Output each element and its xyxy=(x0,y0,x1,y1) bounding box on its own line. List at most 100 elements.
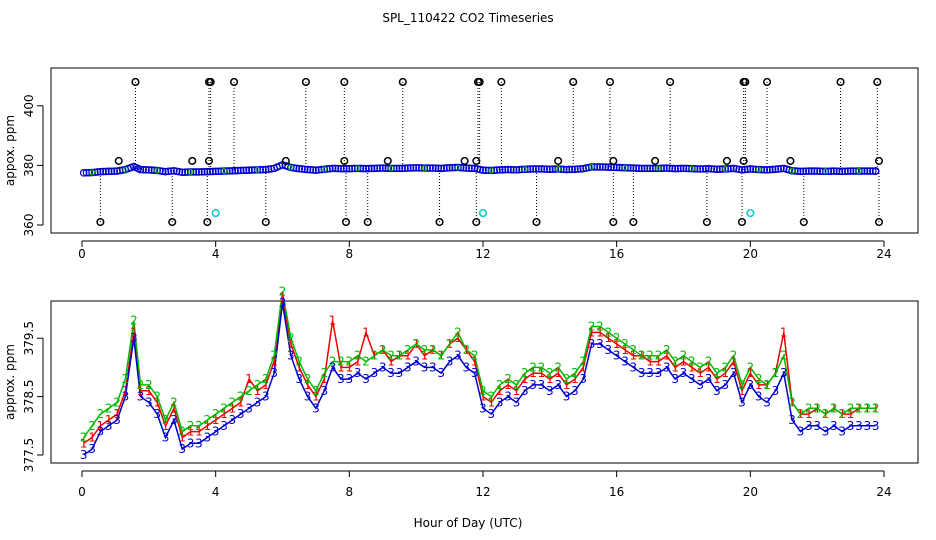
data-point xyxy=(777,164,785,173)
data-point xyxy=(473,165,482,173)
series-3-marker: 3 xyxy=(805,419,813,433)
series-2-marker: 2 xyxy=(863,401,871,415)
series-3-marker: 3 xyxy=(813,419,821,433)
series-2-marker: 2 xyxy=(872,401,880,415)
data-point xyxy=(186,168,195,176)
series-2-marker: 2 xyxy=(195,419,203,433)
data-point-green xyxy=(154,167,161,174)
series-1-marker: 1 xyxy=(137,384,145,398)
series-1-marker: 1 xyxy=(329,314,337,328)
series-3-marker: 3 xyxy=(538,378,546,392)
series-1-marker: 1 xyxy=(838,407,846,421)
data-point xyxy=(551,165,560,173)
series-3-marker: 3 xyxy=(830,419,838,433)
series-1-marker: 1 xyxy=(122,384,130,398)
data-point xyxy=(852,167,860,175)
series-2-marker: 2 xyxy=(571,366,579,380)
data-point-green xyxy=(722,165,729,172)
data-point xyxy=(763,166,771,174)
outlier-point xyxy=(836,77,845,87)
data-point xyxy=(161,167,170,176)
data-point xyxy=(376,164,384,172)
series-1-marker: 1 xyxy=(721,366,729,380)
data-point xyxy=(676,164,685,173)
data-point xyxy=(534,165,543,173)
series-2-marker: 2 xyxy=(254,378,262,392)
outlier-point xyxy=(281,156,290,165)
data-point xyxy=(484,166,493,175)
y-tick-label: 379.5 xyxy=(22,321,36,355)
outlier-point xyxy=(435,217,444,227)
data-point xyxy=(203,167,212,176)
data-point xyxy=(234,166,242,175)
data-point xyxy=(690,164,699,173)
series-1-marker: 1 xyxy=(320,372,328,386)
data-point xyxy=(838,167,847,176)
data-point xyxy=(788,166,796,175)
series-1-marker: 1 xyxy=(396,349,404,363)
data-point xyxy=(200,167,209,176)
top-panel: 0 4 8 12 16 20 24 360 380 400 appox. ppm xyxy=(3,67,919,261)
outlier-point xyxy=(666,77,675,87)
series-1-marker: 1 xyxy=(195,425,203,439)
data-point xyxy=(679,164,688,173)
data-point xyxy=(813,167,821,175)
data-point xyxy=(406,164,415,172)
series-2-marker: 2 xyxy=(237,390,245,404)
series-3-marker: 3 xyxy=(554,378,562,392)
data-point xyxy=(757,165,766,174)
data-point-green xyxy=(822,168,829,175)
series-3-marker: 3 xyxy=(797,425,805,439)
series-1-marker: 1 xyxy=(621,343,629,357)
data-point xyxy=(704,164,713,173)
data-point xyxy=(598,163,607,171)
data-point xyxy=(557,165,565,173)
data-point xyxy=(420,164,429,172)
series-3-marker: 3 xyxy=(329,360,337,374)
series-1-marker: 1 xyxy=(521,372,529,386)
series-3-marker: 3 xyxy=(772,384,780,398)
data-point xyxy=(629,164,638,172)
outlier-point xyxy=(472,217,481,227)
data-point xyxy=(189,168,198,176)
series-2-marker: 2 xyxy=(855,401,863,415)
series-3-marker: 3 xyxy=(763,395,771,409)
series-2-marker: 2 xyxy=(105,401,113,415)
series-2-marker: 2 xyxy=(170,395,178,409)
data-point xyxy=(337,164,345,173)
series-3-marker: 3 xyxy=(162,430,170,444)
data-point-green xyxy=(688,165,695,172)
data-point-green xyxy=(855,168,862,175)
data-point xyxy=(562,165,571,174)
series-3-marker: 3 xyxy=(295,372,303,386)
cyan-point xyxy=(746,209,755,218)
series-3-marker: 3 xyxy=(270,366,278,380)
data-point xyxy=(509,165,518,174)
data-point xyxy=(674,164,682,173)
series-3-marker: 3 xyxy=(153,407,161,421)
data-point xyxy=(710,165,718,173)
series-1-marker: 1 xyxy=(705,360,713,374)
data-point xyxy=(339,164,348,173)
series-3-marker: 3 xyxy=(396,366,404,380)
series-3-marker: 3 xyxy=(604,343,612,357)
data-point xyxy=(573,165,582,173)
series-1-marker: 1 xyxy=(237,395,245,409)
series-1-marker: 1 xyxy=(663,349,671,363)
data-point xyxy=(540,165,549,173)
series-2-marker: 2 xyxy=(229,395,237,409)
series-2-marker: 2 xyxy=(680,349,688,363)
data-point xyxy=(175,167,184,176)
series-1-marker: 1 xyxy=(655,355,663,369)
data-point-green xyxy=(321,166,328,173)
data-point xyxy=(579,164,588,173)
data-point xyxy=(239,166,248,175)
data-point xyxy=(384,164,393,173)
series-3-marker: 3 xyxy=(780,366,788,380)
data-point xyxy=(479,166,487,174)
y-axis-label: appox. ppm xyxy=(3,115,17,186)
data-point xyxy=(142,165,150,174)
x-tick-label: 8 xyxy=(346,485,354,499)
series-2-marker: 2 xyxy=(287,331,295,345)
outlier-point xyxy=(206,77,215,87)
